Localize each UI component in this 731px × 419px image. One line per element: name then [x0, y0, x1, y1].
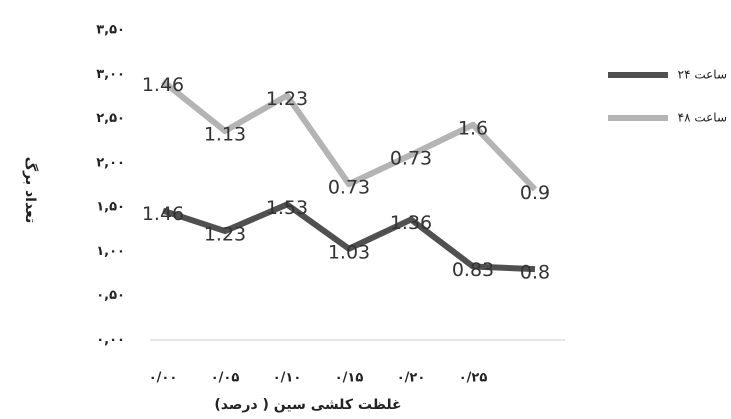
y-tick-label: ۰,۰۰ — [96, 333, 125, 348]
x-tick-label: ۰/۰۵ — [211, 371, 240, 386]
data-label: 1.03 — [328, 241, 370, 263]
y-axis-title: تعداد برگ — [22, 157, 39, 223]
y-tick-label: ۲,۰۰ — [96, 155, 125, 170]
x-tick-label: ۰/۲۵ — [459, 371, 488, 386]
data-label: 1.46 — [142, 74, 184, 96]
data-label: 1.23 — [266, 88, 308, 110]
x-axis-title: غلظت کلشی سین ( درصد) — [214, 397, 401, 413]
y-tick-label: ۱,۵۰ — [96, 200, 125, 215]
x-tick-label: ۰/۰۰ — [149, 371, 178, 386]
y-tick-label: ۱,۰۰ — [96, 244, 125, 259]
data-label: 1.53 — [266, 197, 308, 219]
data-label: 0.73 — [390, 147, 432, 169]
data-label: 0.83 — [452, 259, 494, 281]
data-label: 0.73 — [328, 177, 370, 199]
y-tick-label: ۲,۵۰ — [96, 111, 125, 126]
legend-label: ۴۸ ساعت — [678, 111, 727, 125]
y-tick-label: ۳,۰۰ — [96, 67, 125, 82]
data-label: 1.46 — [142, 203, 184, 225]
series-line — [162, 201, 536, 273]
x-tick-label: ۰/۱۵ — [335, 371, 364, 386]
data-label: 1.6 — [458, 117, 488, 139]
x-tick-label: ۰/۲۰ — [397, 371, 426, 386]
data-label: 1.36 — [390, 212, 432, 234]
data-label: 1.23 — [204, 224, 246, 246]
legend-label: ۲۴ ساعت — [678, 68, 727, 82]
y-tick-label: ۰,۵۰ — [96, 288, 125, 303]
data-label: 0.9 — [520, 182, 550, 204]
x-tick-label: ۰/۱۰ — [273, 371, 302, 386]
series-line — [161, 79, 538, 192]
y-tick-label: ۳,۵۰ — [96, 23, 125, 38]
data-label: 0.8 — [520, 262, 550, 284]
data-label: 1.13 — [204, 123, 246, 145]
